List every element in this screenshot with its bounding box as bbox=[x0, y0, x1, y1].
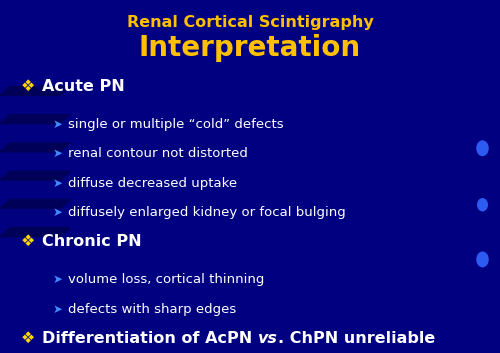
Polygon shape bbox=[0, 199, 70, 208]
Text: single or multiple “cold” defects: single or multiple “cold” defects bbox=[68, 118, 283, 131]
Text: ❖: ❖ bbox=[20, 234, 34, 249]
Text: ➤: ➤ bbox=[52, 303, 62, 316]
Text: ➤: ➤ bbox=[52, 206, 62, 219]
Text: ➤: ➤ bbox=[52, 274, 62, 286]
Text: ➤: ➤ bbox=[52, 148, 62, 160]
Text: Acute PN: Acute PN bbox=[42, 79, 125, 94]
Ellipse shape bbox=[476, 140, 489, 156]
Ellipse shape bbox=[476, 251, 489, 268]
Polygon shape bbox=[0, 86, 70, 95]
Polygon shape bbox=[0, 115, 70, 124]
Text: diffuse decreased uptake: diffuse decreased uptake bbox=[68, 177, 236, 190]
Text: ➤: ➤ bbox=[52, 177, 62, 190]
Text: Chronic PN: Chronic PN bbox=[42, 234, 142, 249]
Text: diffusely enlarged kidney or focal bulging: diffusely enlarged kidney or focal bulgi… bbox=[68, 206, 345, 219]
Text: vs: vs bbox=[258, 331, 278, 346]
Text: renal contour not distorted: renal contour not distorted bbox=[68, 148, 248, 160]
Text: defects with sharp edges: defects with sharp edges bbox=[68, 303, 236, 316]
Text: ❖: ❖ bbox=[20, 331, 34, 346]
Text: Differentiation of AcPN: Differentiation of AcPN bbox=[42, 331, 258, 346]
Polygon shape bbox=[0, 228, 70, 237]
Text: volume loss, cortical thinning: volume loss, cortical thinning bbox=[68, 274, 264, 286]
Text: . ChPN unreliable: . ChPN unreliable bbox=[278, 331, 436, 346]
Text: ❖: ❖ bbox=[20, 79, 34, 94]
Polygon shape bbox=[0, 143, 70, 152]
Text: ➤: ➤ bbox=[52, 118, 62, 131]
Text: Renal Cortical Scintigraphy: Renal Cortical Scintigraphy bbox=[126, 16, 374, 30]
Ellipse shape bbox=[477, 198, 488, 211]
Polygon shape bbox=[0, 171, 70, 180]
Text: Interpretation: Interpretation bbox=[139, 34, 361, 62]
